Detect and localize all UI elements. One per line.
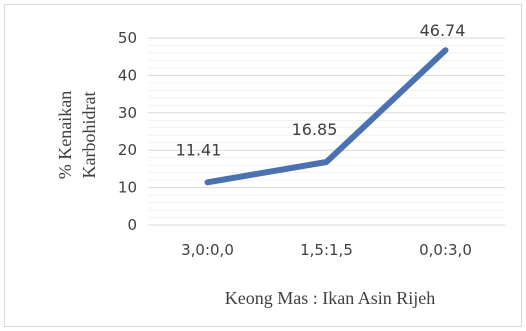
- y-tick-label: 10: [118, 179, 137, 197]
- y-tick-label: 50: [118, 29, 137, 47]
- y-tick-label: 20: [118, 141, 137, 159]
- x-tick-label: 3,0:0,0: [181, 241, 234, 259]
- data-label: 16.85: [292, 120, 338, 139]
- data-labels: 11.41 16.85 46.74: [176, 21, 466, 159]
- data-label: 46.74: [420, 21, 466, 40]
- x-tick-label: 0,0:3,0: [419, 241, 472, 259]
- y-tick-label: 0: [127, 216, 137, 234]
- series-line: [204, 47, 449, 186]
- y-tick-labels: 0 10 20 30 40 50: [118, 29, 137, 234]
- data-label: 11.41: [176, 140, 222, 159]
- x-tick-labels: 3,0:0,0 1,5:1,5 0,0:3,0: [181, 241, 472, 259]
- gridlines: [148, 37, 505, 226]
- y-tick-label: 30: [118, 104, 137, 122]
- y-tick-label: 40: [118, 66, 137, 84]
- x-tick-label: 1,5:1,5: [300, 241, 353, 259]
- y-axis-title-line-1: % Kenaikan: [55, 91, 75, 179]
- y-axis-title-line-2: Karbohidrat: [79, 92, 99, 179]
- x-axis-title: Keong Mas : Ikan Asin Rijeh: [225, 288, 435, 308]
